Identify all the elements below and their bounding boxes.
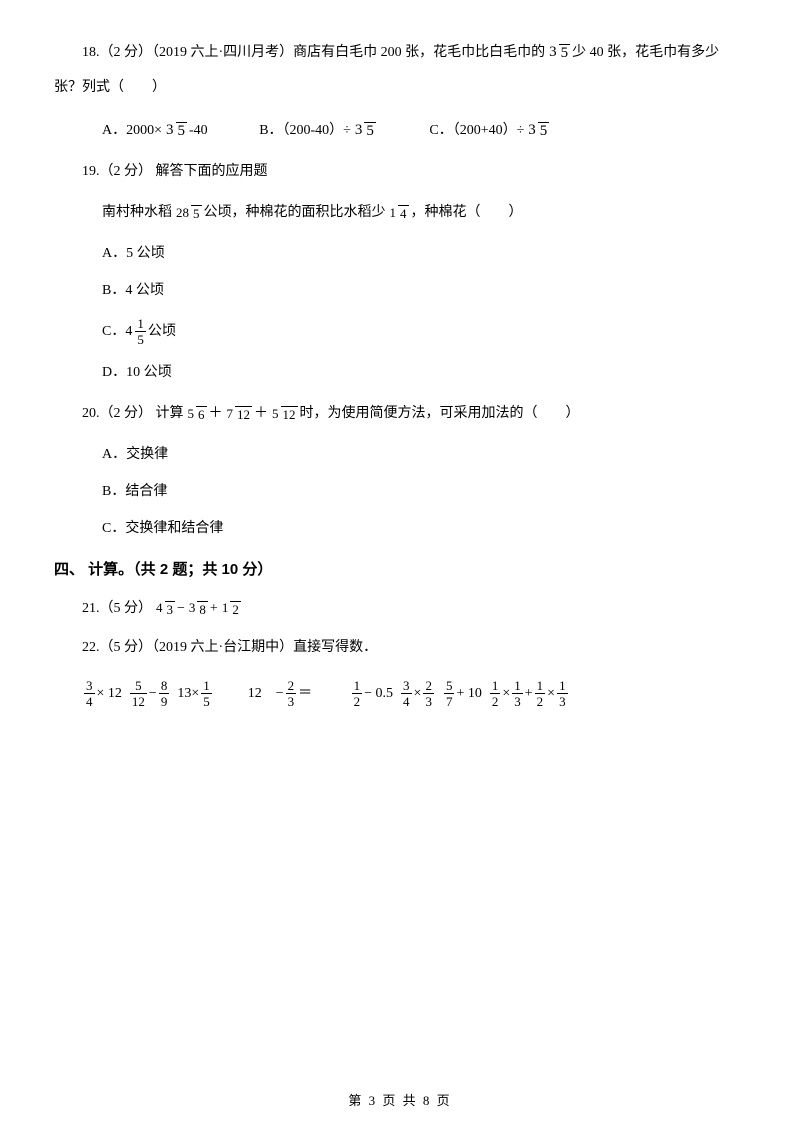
- q18-line1: 18.（2 分）（2019 六上·四川月考）商店有白毛巾 200 张，花毛巾比白…: [54, 42, 719, 63]
- q19-option-c[interactable]: C． 4 15 公顷: [54, 317, 176, 346]
- fraction-icon: 712: [225, 406, 253, 421]
- q22-r2-g2: 34 × 23: [399, 679, 436, 708]
- q19-option-d[interactable]: D．10 公顷: [54, 362, 746, 383]
- fraction-icon: 43: [154, 601, 175, 616]
- section-4-heading: 四、 计算。（共 2 题；共 10 分）: [54, 559, 746, 582]
- q22-r2-g3: 57 + 10: [442, 679, 482, 708]
- fraction-icon: 35: [526, 122, 549, 139]
- fraction-icon: 56: [186, 406, 207, 421]
- q22-r1-g2: 512 − 89: [128, 679, 171, 708]
- q18-option-c[interactable]: C．（200+40）÷ 35: [381, 120, 551, 141]
- q22-row1: 34 × 12 512 − 89 13× 15 12 − 23 ＝: [54, 679, 318, 708]
- fraction-icon: 35: [164, 122, 187, 139]
- q20-body: 20.（2 分） 计算 56 ＋ 712 ＋ 512 时，为使用简便方法，可采用…: [54, 403, 580, 424]
- q22-r2-g1: 12 − 0.5: [350, 679, 393, 708]
- q22-row2: 12 − 0.5 34 × 23 57 + 10 12 × 13 + 12 × …: [322, 679, 576, 708]
- q19-header: 19.（2 分） 解答下面的应用题: [54, 161, 746, 182]
- mixed-fraction-icon: 4 15: [125, 317, 148, 346]
- fraction-icon: 35: [353, 122, 376, 139]
- q20-option-b[interactable]: B．结合律: [54, 481, 746, 502]
- q21: 21.（5 分） 43 − 38 + 12: [54, 598, 243, 619]
- q22-r1-g1: 34 × 12: [82, 679, 122, 708]
- fraction-icon: 14: [388, 205, 409, 220]
- fraction-icon: 285: [174, 205, 202, 220]
- q20-option-a[interactable]: A．交换律: [54, 444, 746, 465]
- q18-prefix: 18.（2 分）（2019 六上·四川月考）商店有白毛巾 200 张，花毛巾比白…: [82, 42, 545, 63]
- q18-option-a[interactable]: A．2000× 35 -40: [54, 120, 208, 141]
- page-footer: 第 3 页 共 8 页: [0, 1091, 800, 1111]
- q22-header: 22.（5 分）（2019 六上·台江期中）直接写得数．: [54, 637, 746, 658]
- q18-option-b[interactable]: B．（200-40）÷ 35: [211, 120, 378, 141]
- fraction-icon: 38: [187, 601, 208, 616]
- fraction-icon: 512: [270, 406, 298, 421]
- q22-r2-g4: 12 × 13 + 12 × 13: [488, 679, 570, 708]
- q22-r1-g4: 12 − 23 ＝: [220, 679, 312, 708]
- q18-suffix: 少 40 张，花毛巾有多少: [572, 42, 719, 63]
- q18-line2: 张？列式（ ）: [54, 77, 746, 98]
- q19-body: 南村种水稻 285 公顷，种棉花的面积比水稻少 14 ，种棉花（ ）: [54, 202, 523, 223]
- q20-option-c[interactable]: C．交换律和结合律: [54, 518, 746, 539]
- q18-frac: 35: [547, 44, 570, 61]
- q19-option-a[interactable]: A．5 公顷: [54, 243, 746, 264]
- fraction-icon: 12: [220, 601, 241, 616]
- q19-option-b[interactable]: B．4 公顷: [54, 280, 746, 301]
- q22-r1-g3: 13× 15: [177, 679, 213, 708]
